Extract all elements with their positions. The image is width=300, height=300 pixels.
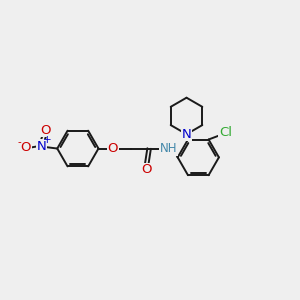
Text: O: O [107,142,118,155]
Text: N: N [37,140,47,153]
Text: +: + [43,135,52,145]
Text: N: N [182,128,191,141]
Text: NH: NH [160,142,177,155]
Text: O: O [141,163,152,176]
Text: O: O [40,124,51,137]
Text: O: O [20,141,31,154]
Text: -: - [18,137,22,147]
Text: Cl: Cl [219,126,232,139]
